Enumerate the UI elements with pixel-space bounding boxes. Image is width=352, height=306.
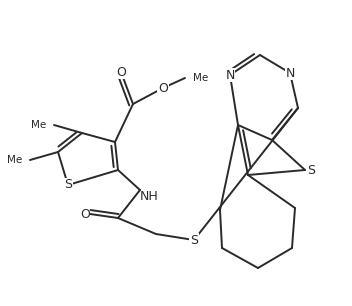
- Text: O: O: [158, 81, 168, 95]
- Text: O: O: [116, 65, 126, 79]
- Text: S: S: [307, 163, 315, 177]
- Text: S: S: [190, 233, 198, 247]
- Text: NH: NH: [140, 190, 159, 203]
- Text: N: N: [225, 69, 235, 81]
- Text: O: O: [80, 207, 90, 221]
- Text: Me: Me: [7, 155, 22, 165]
- Text: S: S: [64, 178, 72, 192]
- Text: Me: Me: [31, 120, 46, 130]
- Text: Me: Me: [193, 73, 208, 83]
- Text: N: N: [285, 66, 295, 80]
